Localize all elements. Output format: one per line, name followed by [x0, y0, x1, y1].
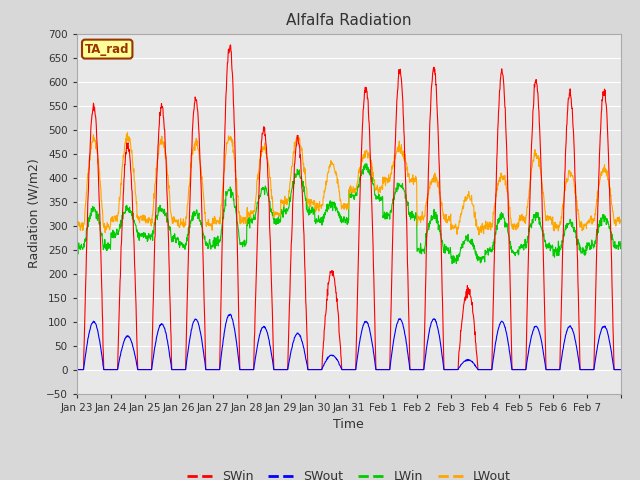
LWin [324, 204, 332, 209]
SWout [324, 354, 332, 360]
SWout [557, 360, 564, 365]
SWin [73, 367, 81, 372]
SWin [557, 321, 564, 327]
SWout [227, 312, 234, 317]
LWout [324, 169, 332, 175]
LWin [363, 161, 371, 167]
LWin [477, 255, 485, 261]
SWin [617, 367, 625, 372]
Line: LWout: LWout [77, 133, 621, 235]
SWout [610, 367, 618, 372]
LWout [617, 217, 625, 223]
LWout [557, 214, 565, 219]
Line: SWin: SWin [77, 45, 621, 370]
LWin [617, 239, 625, 244]
SWout [617, 367, 625, 372]
SWin [324, 281, 332, 287]
LWout [476, 232, 483, 238]
Legend: SWin, SWout, LWin, LWout: SWin, SWout, LWin, LWout [182, 465, 516, 480]
Line: LWin: LWin [77, 164, 621, 264]
LWin [158, 207, 166, 213]
Line: SWout: SWout [77, 314, 621, 370]
LWin [611, 245, 618, 251]
LWin [448, 261, 456, 266]
Title: Alfalfa Radiation: Alfalfa Radiation [286, 13, 412, 28]
SWout [158, 322, 166, 327]
LWin [73, 243, 81, 249]
Text: TA_rad: TA_rad [85, 43, 129, 56]
SWout [73, 367, 81, 372]
SWin [610, 367, 618, 372]
LWout [335, 183, 342, 189]
X-axis label: Time: Time [333, 418, 364, 431]
LWout [611, 220, 618, 226]
SWin [227, 42, 234, 48]
LWin [557, 242, 565, 248]
LWin [335, 212, 342, 217]
SWout [477, 367, 485, 372]
Y-axis label: Radiation (W/m2): Radiation (W/m2) [28, 159, 40, 268]
SWin [158, 105, 166, 110]
LWout [124, 130, 131, 136]
LWout [477, 225, 485, 231]
SWout [335, 360, 342, 365]
LWout [73, 222, 81, 228]
LWout [158, 141, 166, 147]
SWin [335, 317, 342, 323]
SWin [477, 367, 485, 372]
